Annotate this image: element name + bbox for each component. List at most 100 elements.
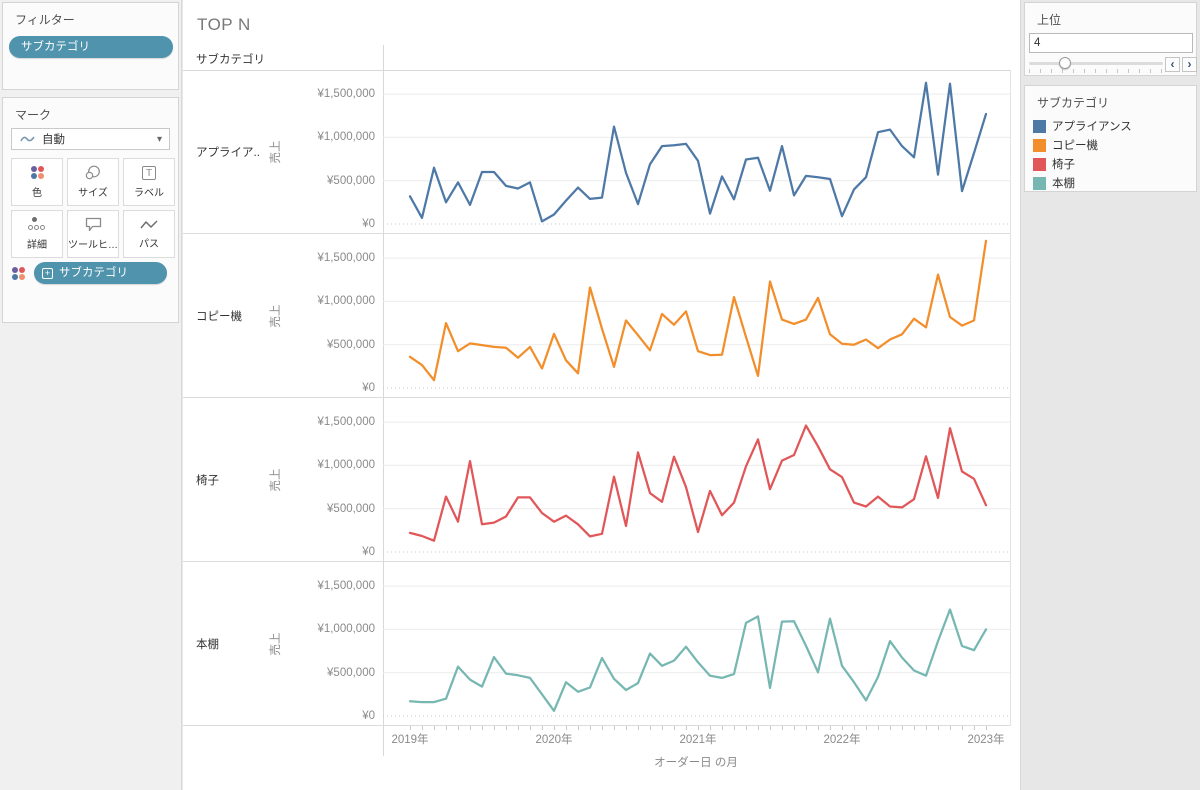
chevron-down-icon[interactable]: ▾ <box>156 133 162 145</box>
detail-icon <box>28 217 46 232</box>
month-tick <box>422 726 423 730</box>
month-tick <box>614 726 615 730</box>
month-tick <box>542 726 543 730</box>
y-tick-label: ¥1,000,000 <box>317 459 375 472</box>
top-n-slider-track[interactable] <box>1029 62 1163 65</box>
encoding-pill-subcategory[interactable]: + サブカテゴリ <box>34 262 167 284</box>
line-plot-本棚[interactable] <box>383 562 1010 726</box>
series-line-アプライアンス <box>408 81 988 223</box>
path-button-label: パス <box>139 238 159 250</box>
plot-right-border <box>1010 70 1011 726</box>
month-tick <box>710 726 711 730</box>
y-tick-label: ¥0 <box>362 218 375 230</box>
month-tick <box>950 726 951 730</box>
x-tick-label-year: 2020年 <box>535 734 573 746</box>
month-tick <box>890 726 891 730</box>
month-tick <box>746 726 747 730</box>
y-tick-label: ¥500,000 <box>327 666 375 679</box>
month-tick <box>518 726 519 730</box>
month-tick <box>962 726 963 730</box>
month-tick <box>866 726 867 730</box>
month-tick <box>470 726 471 730</box>
line-plot-椅子[interactable] <box>383 398 1010 562</box>
color-button[interactable]: 色 <box>11 158 63 206</box>
color-dots-icon <box>11 266 26 281</box>
top-n-input[interactable] <box>1029 33 1193 53</box>
legend-label: アプライアンス <box>1052 121 1132 133</box>
legend-item-copiers[interactable]: コピー機 <box>1033 137 1098 153</box>
row-field-header[interactable]: サブカテゴリ <box>196 54 265 66</box>
decrement-button[interactable]: ‹ <box>1165 57 1180 72</box>
month-tick <box>590 726 591 730</box>
legend-swatch <box>1033 138 1046 152</box>
month-tick <box>854 726 855 730</box>
legend-item-appliances[interactable]: アプライアンス <box>1033 118 1132 134</box>
filter-pill-subcategory[interactable]: サブカテゴリ <box>9 36 173 58</box>
month-tick <box>578 726 579 730</box>
detail-button[interactable]: 詳細 <box>11 210 63 258</box>
parameter-title: 上位 <box>1037 13 1062 27</box>
marks-title: マーク <box>15 108 52 122</box>
size-button[interactable]: サイズ <box>67 158 119 206</box>
x-tick-label-year: 2021年 <box>679 734 717 746</box>
month-tick <box>698 726 699 730</box>
month-tick <box>758 726 759 730</box>
label-button-label: ラベル <box>134 187 164 199</box>
path-button[interactable]: パス <box>123 210 175 258</box>
path-icon <box>140 219 158 228</box>
legend-label: 椅子 <box>1052 159 1075 171</box>
y-tick-label: ¥1,500,000 <box>317 252 375 265</box>
label-button[interactable]: T ラベル <box>123 158 175 206</box>
mark-buttons: 色 サイズ T ラベル 詳細 ツールヒ… パス <box>11 158 175 258</box>
x-tick-label-year: 2023年 <box>967 734 1005 746</box>
tooltip-button[interactable]: ツールヒ… <box>67 210 119 258</box>
filters-title: フィルター <box>15 13 75 27</box>
row-label[interactable]: コピー機 <box>196 311 242 323</box>
y-tick-label: ¥1,000,000 <box>317 295 375 308</box>
legend-item-bookcases[interactable]: 本棚 <box>1033 175 1075 191</box>
top-n-slider-thumb[interactable] <box>1059 57 1072 69</box>
y-tick-label: ¥0 <box>362 710 375 722</box>
x-axis-title: オーダー日 の月 <box>654 757 738 769</box>
y-tick-label: ¥500,000 <box>327 338 375 351</box>
expand-badge-icon[interactable]: + <box>42 267 53 279</box>
month-tick <box>482 726 483 730</box>
color-icon <box>30 165 45 180</box>
encoding-pill-label: サブカテゴリ <box>59 267 128 279</box>
legend-title: サブカテゴリ <box>1037 96 1110 110</box>
month-tick <box>686 726 687 730</box>
month-tick <box>458 726 459 730</box>
filters-card: フィルター サブカテゴリ <box>2 2 179 90</box>
label-icon: T <box>142 165 156 180</box>
month-tick <box>722 726 723 730</box>
series-line-椅子 <box>408 424 988 542</box>
header-divider <box>183 70 1010 71</box>
month-tick <box>662 726 663 730</box>
y-tick-label: ¥500,000 <box>327 174 375 187</box>
worksheet-view: TOP N サブカテゴリ アプライア.. 売上 ¥1,500,000 ¥1,000,0… <box>183 0 1021 790</box>
month-tick <box>554 726 555 730</box>
y-tick-label: ¥1,500,000 <box>317 416 375 429</box>
line-plot-コピー機[interactable] <box>383 234 1010 398</box>
y-axis-title: 売上 <box>270 140 282 164</box>
mark-type-dropdown[interactable]: 自動 ▾ <box>11 128 170 150</box>
row-label[interactable]: アプライア.. <box>196 147 260 159</box>
legend-item-chairs[interactable]: 椅子 <box>1033 156 1075 172</box>
y-tick-label: ¥500,000 <box>327 502 375 515</box>
chart-panel-アプライアンス: アプライア.. 売上 ¥1,500,000 ¥1,000,000 ¥500,000 ¥0 <box>183 70 1010 234</box>
series-line-コピー機 <box>408 239 988 382</box>
month-tick <box>842 726 843 730</box>
month-tick <box>794 726 795 730</box>
chart-panel-本棚: 本棚 売上 ¥1,500,000 ¥1,000,000 ¥500,000 ¥0 <box>183 562 1010 726</box>
increment-button[interactable]: › <box>1182 57 1197 72</box>
month-tick <box>566 726 567 730</box>
row-label[interactable]: 椅子 <box>196 475 219 487</box>
color-button-label: 色 <box>32 188 42 199</box>
line-plot-アプライアンス[interactable] <box>383 70 1010 234</box>
chart-panel-コピー機: コピー機 売上 ¥1,500,000 ¥1,000,000 ¥500,000 ¥0 <box>183 234 1010 398</box>
series-line-本棚 <box>408 608 988 712</box>
legend-label: 本棚 <box>1052 178 1075 190</box>
month-tick <box>974 726 975 730</box>
legend-swatch <box>1033 157 1046 171</box>
row-label[interactable]: 本棚 <box>196 639 219 651</box>
